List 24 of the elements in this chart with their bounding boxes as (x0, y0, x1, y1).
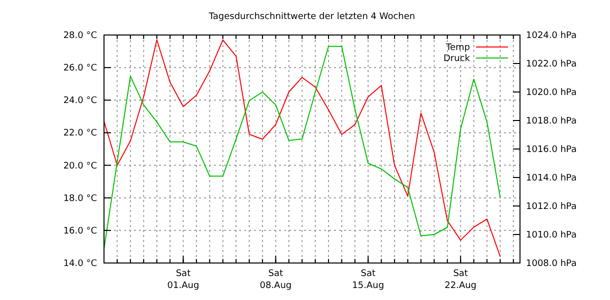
y2-tick-label: 1024.0 hPa (526, 31, 577, 41)
legend-label: Temp (445, 43, 470, 53)
y-tick-label: 22.0 °C (63, 128, 97, 139)
legend-label: Druck (444, 54, 471, 64)
x-tick-label: Sat 22.Aug (444, 269, 477, 291)
y-tick-label: 28.0 °C (63, 31, 97, 41)
y-tick-label: 26.0 °C (63, 64, 97, 74)
y2-tick-label: 1012.0 hPa (526, 202, 577, 212)
y2-tick-label: 1008.0 hPa (526, 259, 577, 269)
y2-tick-label: 1010.0 hPa (526, 230, 577, 240)
x-tick-label: Sat 01.Aug (167, 269, 200, 291)
y2-tick-label: 1022.0 hPa (526, 60, 577, 70)
y2-tick-label: 1014.0 hPa (526, 174, 577, 184)
y2-tick-label: 1018.0 hPa (526, 116, 577, 126)
chart-title: Tagesdurchschnittwerte der letzten 4 Wochen (208, 12, 416, 22)
y-tick-label: 20.0 °C (63, 161, 97, 172)
y2-tick-label: 1016.0 hPa (526, 145, 577, 155)
y2-tick-label: 1020.0 hPa (526, 88, 577, 98)
y-tick-label: 14.0 °C (63, 259, 97, 269)
x-tick-label: Sat 08.Aug (260, 269, 292, 291)
y-tick-label: 16.0 °C (63, 226, 97, 236)
y-tick-label: 24.0 °C (63, 96, 97, 106)
x-tick-label: Sat 15.Aug (352, 269, 384, 291)
y-tick-label: 18.0 °C (63, 194, 97, 204)
